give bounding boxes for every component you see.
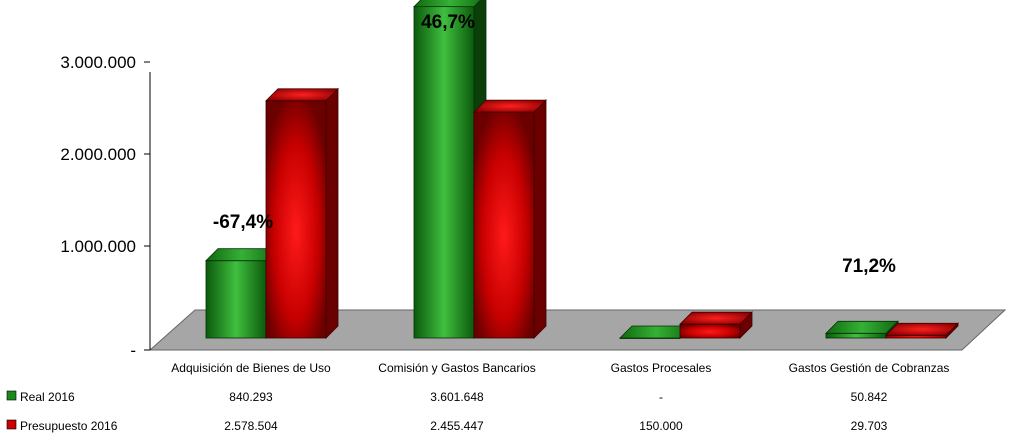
table-cell: 3.601.648	[430, 390, 484, 404]
bar-top	[413, 0, 482, 8]
x-category-label: Gastos Procesales	[611, 361, 712, 375]
bar-front	[679, 323, 741, 339]
table-cell: 2.455.447	[430, 419, 484, 433]
bar-presupuesto-0	[265, 87, 339, 339]
legend-swatch-presupuesto	[6, 419, 17, 430]
bar-presupuesto-2	[679, 311, 753, 339]
bar-top	[473, 99, 547, 113]
bar-front	[265, 100, 327, 339]
x-category-label: Comisión y Gastos Bancarios	[378, 361, 535, 375]
bar-side	[533, 99, 547, 339]
bar-top	[679, 311, 753, 325]
bar-presupuesto-1	[473, 99, 547, 339]
bar-top	[885, 322, 959, 336]
percent-annotation: 46,7%	[421, 12, 475, 33]
percent-annotation: 71,2%	[842, 256, 896, 277]
legend-swatch-real	[6, 390, 17, 401]
table-cell: 29.703	[851, 419, 888, 433]
bar-side	[325, 87, 339, 339]
bar-front	[473, 111, 535, 339]
bar-top	[265, 88, 339, 102]
y-tick-label: 2.000.000	[60, 145, 136, 164]
chart-floor	[148, 309, 1007, 351]
table-cell: 840.293	[229, 390, 273, 404]
table-cell: 2.578.504	[224, 419, 278, 433]
legend-label-real: Real 2016	[20, 390, 75, 404]
y-tick-label: -	[130, 341, 136, 360]
bar-front	[413, 6, 475, 339]
percent-annotation: -67,4%	[213, 212, 273, 233]
bar-front	[885, 334, 947, 339]
y-tick-label: 3.000.000	[60, 53, 136, 72]
table-cell: -	[659, 390, 663, 404]
bar-front	[825, 332, 887, 339]
x-category-label: Adquisición de Bienes de Uso	[171, 361, 331, 375]
table-cell: 150.000	[639, 419, 683, 433]
bar-presupuesto-3	[885, 322, 959, 339]
y-tick-label: 1.000.000	[60, 237, 136, 256]
x-category-label: Gastos Gestión de Cobranzas	[789, 361, 950, 375]
bar-top	[825, 320, 899, 334]
bar-front	[205, 260, 267, 339]
table-cell: 50.842	[851, 390, 888, 404]
legend-label-presupuesto: Presupuesto 2016	[20, 419, 118, 433]
